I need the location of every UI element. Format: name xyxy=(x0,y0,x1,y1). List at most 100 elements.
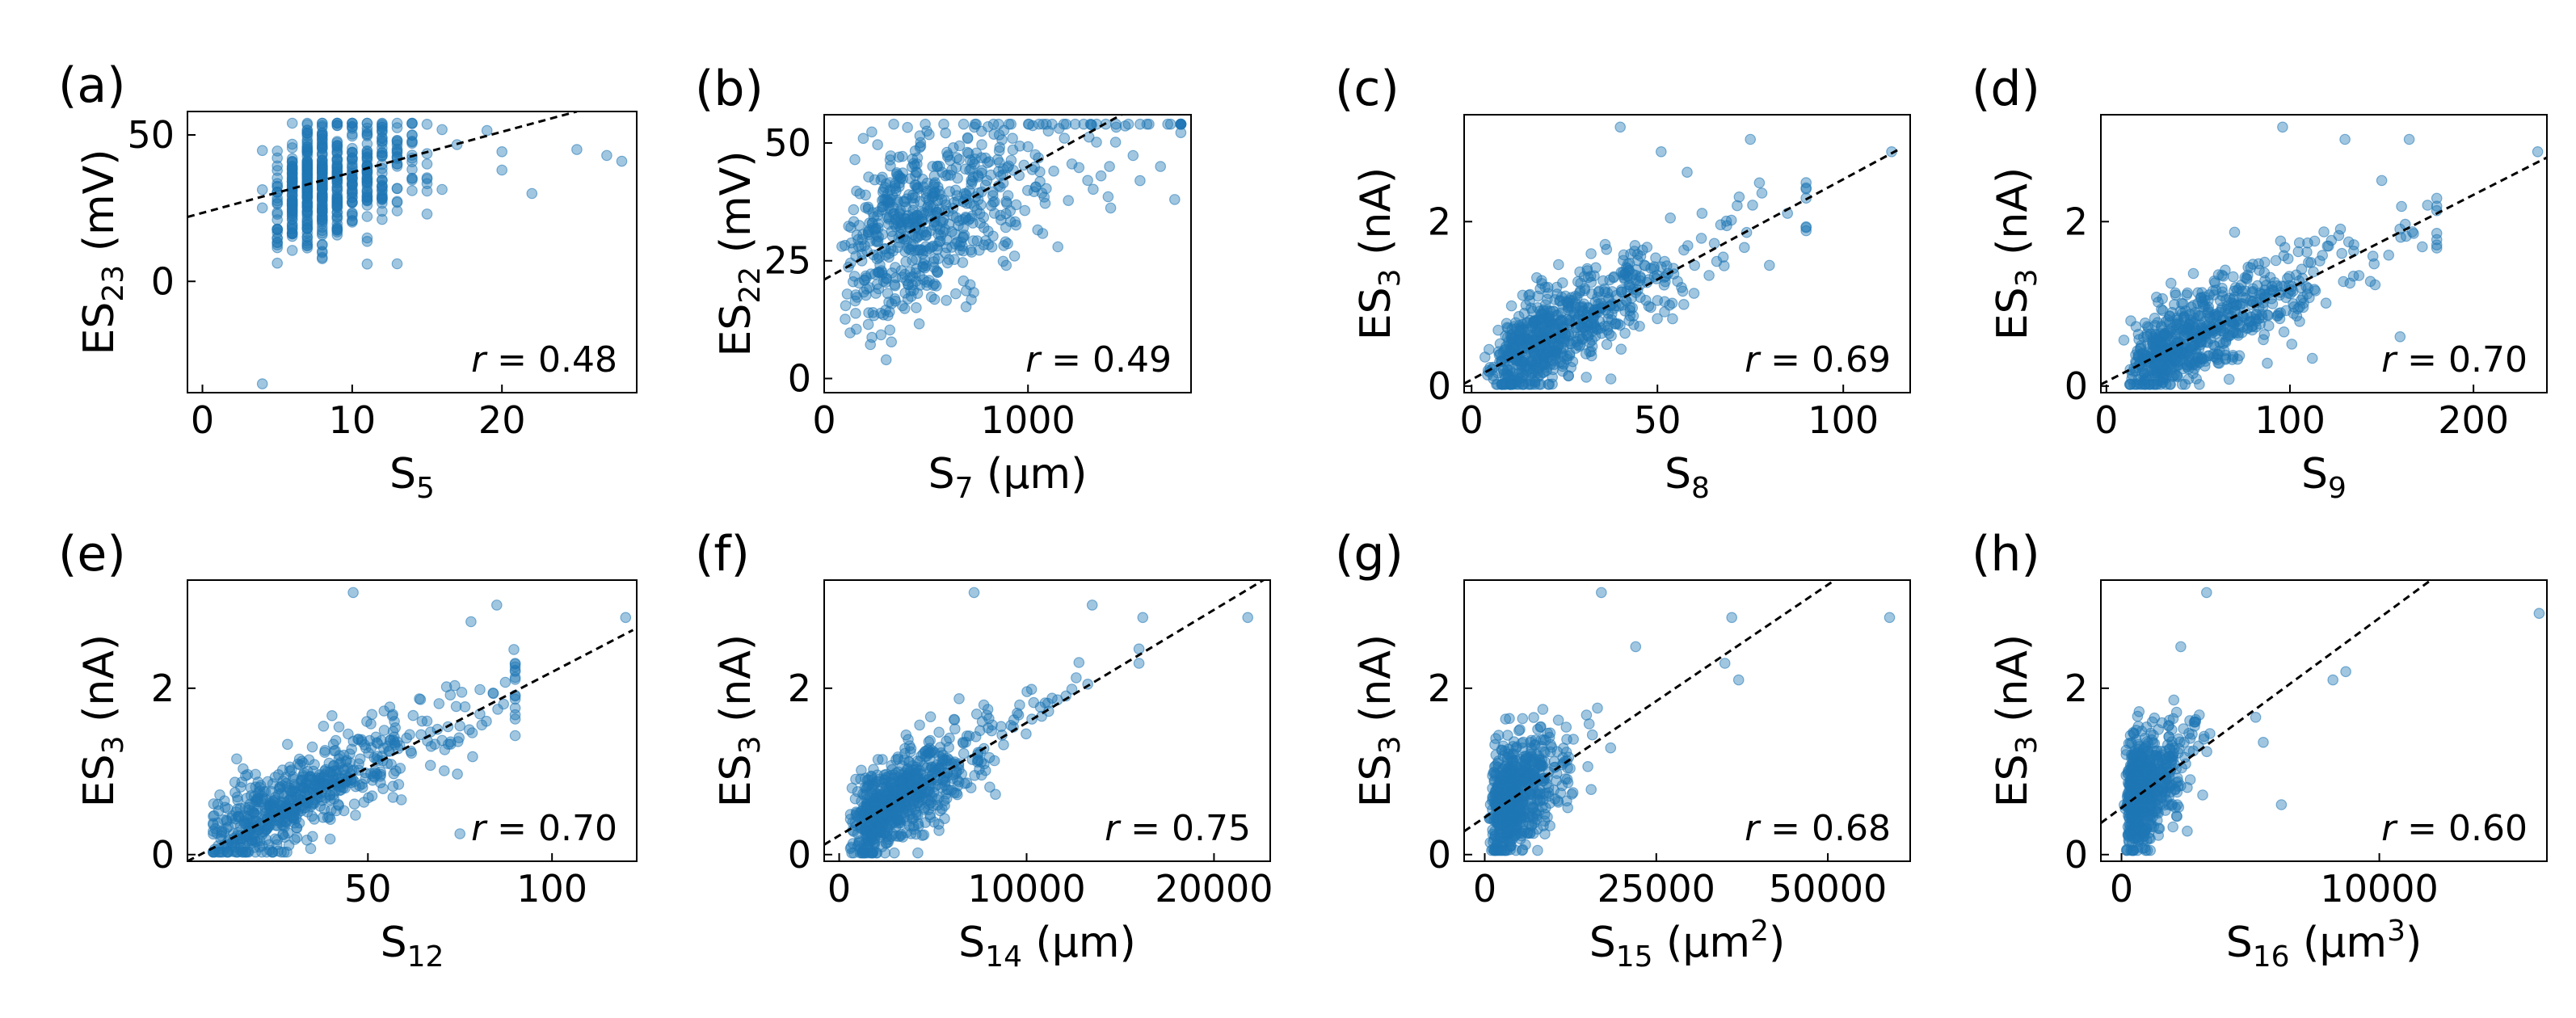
data-point xyxy=(884,324,896,336)
x-tick-label: 200 xyxy=(2438,398,2509,442)
data-point xyxy=(2275,307,2287,318)
data-point xyxy=(978,221,990,233)
data-point xyxy=(852,828,864,839)
data-point xyxy=(1557,322,1569,334)
data-point xyxy=(916,213,928,225)
data-point xyxy=(391,122,403,133)
data-point xyxy=(1515,816,1527,827)
data-point xyxy=(286,245,298,256)
data-point xyxy=(391,135,403,146)
data-point xyxy=(2226,354,2238,365)
data-point xyxy=(1490,749,1502,761)
data-point xyxy=(1155,161,1166,172)
data-point xyxy=(2157,292,2168,305)
data-point xyxy=(288,810,300,822)
data-point xyxy=(301,117,314,129)
data-point xyxy=(2242,261,2254,273)
data-point xyxy=(2417,241,2428,253)
data-point xyxy=(316,227,328,239)
data-point xyxy=(271,257,283,269)
data-point xyxy=(966,294,977,305)
data-point xyxy=(1524,288,1536,301)
data-point xyxy=(250,768,261,780)
y-tick-label: 2 xyxy=(2065,200,2088,243)
data-point xyxy=(958,747,970,759)
data-point xyxy=(948,142,959,154)
data-point xyxy=(333,721,345,733)
data-point xyxy=(450,700,462,713)
y-tick-label: 2 xyxy=(1428,667,1451,710)
data-point xyxy=(1764,259,1775,271)
data-point xyxy=(1487,782,1498,794)
data-point xyxy=(347,196,358,208)
data-point xyxy=(848,216,860,228)
y-tick-label: 0 xyxy=(151,259,175,303)
data-point xyxy=(1619,327,1631,339)
data-point xyxy=(2179,378,2191,390)
y-axis-label: ES22 (mV) xyxy=(712,150,767,356)
data-point xyxy=(509,730,521,742)
data-point xyxy=(907,796,920,807)
data-point xyxy=(2286,339,2298,350)
fit-line xyxy=(1464,148,1900,385)
data-point xyxy=(331,170,343,183)
data-point xyxy=(2192,287,2203,299)
data-point xyxy=(1122,118,1134,130)
data-point xyxy=(1496,378,1508,390)
data-point xyxy=(886,764,898,776)
data-point xyxy=(1551,746,1563,758)
data-point xyxy=(620,612,632,624)
data-point xyxy=(509,709,521,721)
data-point xyxy=(319,744,331,756)
data-point xyxy=(1628,246,1640,257)
data-point xyxy=(1513,775,1526,787)
data-point xyxy=(229,776,241,788)
data-point xyxy=(959,194,971,205)
x-axis-label: S12 xyxy=(381,919,444,974)
data-point xyxy=(1747,200,1758,211)
data-point xyxy=(866,331,878,343)
data-point xyxy=(932,160,943,172)
data-point xyxy=(960,163,971,175)
data-point xyxy=(1665,212,1676,224)
data-point xyxy=(989,196,1000,208)
data-point xyxy=(463,724,475,735)
data-point xyxy=(2194,336,2206,348)
data-point xyxy=(988,128,1000,140)
data-point xyxy=(364,768,377,780)
data-point xyxy=(883,297,894,308)
data-point xyxy=(1088,183,1099,196)
data-point xyxy=(872,139,883,150)
data-point xyxy=(1073,657,1085,668)
data-point xyxy=(2245,295,2256,307)
data-point xyxy=(1058,118,1070,130)
data-point xyxy=(1029,149,1041,161)
data-point xyxy=(1162,118,1173,130)
data-point xyxy=(440,681,452,692)
data-point xyxy=(940,247,951,259)
data-point xyxy=(1095,170,1107,182)
data-point xyxy=(2259,275,2271,287)
data-point xyxy=(271,178,283,189)
data-point xyxy=(601,149,612,162)
data-point xyxy=(1682,240,1694,251)
data-point xyxy=(1547,378,1558,390)
data-point xyxy=(467,751,478,763)
data-point xyxy=(1575,320,1587,332)
data-point xyxy=(993,145,1005,157)
correlation-label: r = 0.48 xyxy=(471,339,617,381)
data-point xyxy=(1610,318,1622,330)
data-point xyxy=(2191,373,2202,385)
fit-line xyxy=(187,111,578,218)
data-point xyxy=(1034,701,1046,713)
data-point xyxy=(2166,339,2177,351)
data-point xyxy=(1007,144,1019,156)
data-point xyxy=(2216,286,2229,298)
data-point xyxy=(284,785,296,796)
data-point xyxy=(2171,369,2182,381)
data-point xyxy=(1726,612,1737,624)
data-point xyxy=(913,318,925,330)
data-point xyxy=(1530,365,1543,377)
